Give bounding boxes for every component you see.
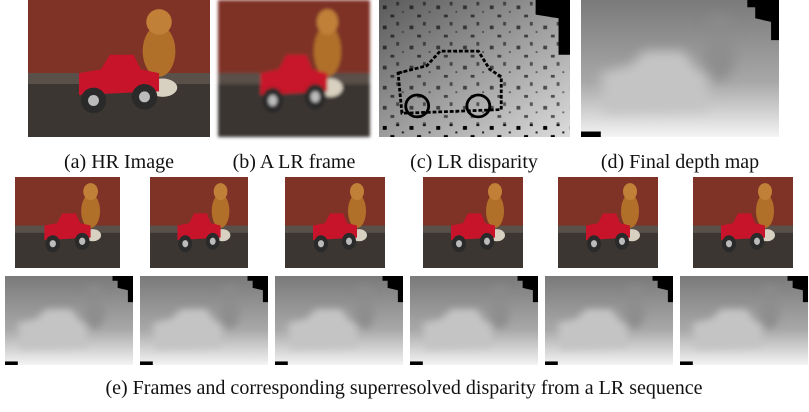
sequence-caption: (e) Frames and corresponding superresolv… [105,377,702,399]
page: {"figure": { "captions": ["(a) HR Image"… [0,0,809,407]
lr-frame [218,0,370,137]
hr-image [28,0,210,137]
sequence-depth [680,276,808,365]
sequence-frame [423,177,523,268]
sequence-frame [15,177,120,268]
caption: (a) HR Image [64,151,174,173]
sequence-frame [558,177,658,268]
caption: (b) A LR frame [233,151,356,173]
figure: (a) HR Image (b) A LR frame (c) LR dispa… [0,0,809,407]
sequence-depth [5,276,133,365]
sequence-depth [545,276,673,365]
lr-disparity [379,0,570,137]
sequence-depth [410,276,538,365]
caption: (d) Final depth map [601,151,759,173]
sequence-depth [140,276,268,365]
sequence-frame [150,177,248,268]
sequence-depth [275,276,403,365]
sequence-frame [693,177,793,268]
caption: (c) LR disparity [410,151,538,173]
final-depth-map [581,0,779,137]
sequence-frame [285,177,385,268]
